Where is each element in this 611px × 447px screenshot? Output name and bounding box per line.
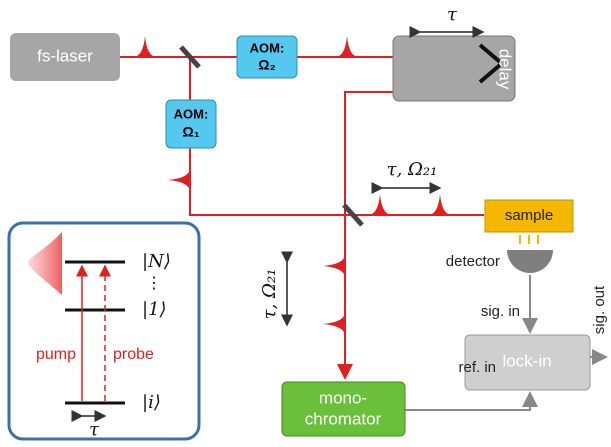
levels (65, 260, 125, 405)
aom1-freq: Ω₁ (182, 124, 199, 140)
laser-box (10, 33, 120, 81)
probe-pair-label: τ, Ω₂₁ (387, 159, 438, 180)
detector-label: detector (446, 253, 500, 270)
level-i: |i⟩ (142, 392, 161, 413)
ref-in-line (405, 391, 538, 411)
aom2-label: AOM: (250, 40, 285, 55)
laser-label: fs-laser (37, 46, 93, 65)
monochromator-label: chromator (305, 409, 382, 428)
detected-pair-label: τ, Ω₂₁ (259, 269, 280, 320)
sample-box (484, 199, 574, 233)
inset-tau: τ (89, 419, 100, 440)
aom1-box (165, 99, 217, 149)
sig-out-label: sig. out (591, 285, 608, 334)
pulses (133, 36, 452, 336)
aom2-box (236, 35, 298, 79)
monochromator-box (281, 381, 406, 437)
pulse-spectrum (28, 232, 62, 295)
level-n: |N⟩ (142, 251, 171, 272)
lockin-label: lock-in (502, 351, 551, 370)
level-1: |1⟩ (142, 299, 167, 320)
lockin-box (464, 334, 591, 391)
delay-tau: τ (447, 4, 458, 25)
pump-label: pump (36, 346, 76, 363)
beam-splitter (179, 45, 201, 69)
detector-icon (507, 250, 553, 273)
aom2-freq: Ω₂ (258, 57, 275, 73)
delay-label: delay (496, 49, 515, 90)
probe-label: probe (113, 346, 154, 363)
sig-in-label: sig. in (481, 303, 520, 320)
ref-in-label: ref. in (458, 359, 496, 376)
monochromator-label: mono- (319, 388, 367, 407)
sample-label: sample (505, 207, 553, 224)
light-arrows (519, 235, 539, 244)
aom1-label: AOM: (174, 106, 209, 121)
beam-splitter (342, 203, 364, 227)
level-dots: ⋮ (146, 275, 162, 292)
delay-mirrors (478, 43, 502, 84)
